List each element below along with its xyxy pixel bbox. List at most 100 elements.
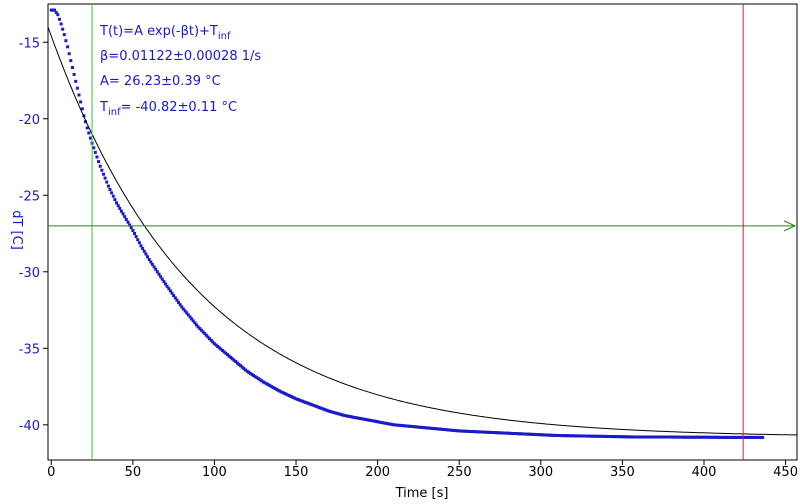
data-point: [387, 422, 391, 426]
data-point: [653, 435, 657, 439]
data-point: [263, 381, 267, 385]
data-point: [51, 8, 55, 12]
data-point: [727, 435, 730, 439]
data-point: [234, 360, 238, 364]
data-point: [333, 411, 337, 415]
data-point: [235, 361, 239, 365]
data-point: [720, 435, 724, 439]
data-point: [674, 435, 678, 439]
data-point: [451, 428, 455, 432]
data-point: [669, 435, 673, 439]
data-point: [681, 435, 685, 439]
data-point: [694, 435, 698, 439]
data-point: [239, 364, 243, 368]
data-point: [118, 206, 122, 210]
y-tick-label: -35: [19, 342, 40, 357]
data-point: [320, 407, 324, 411]
y-tick-label: -30: [19, 266, 40, 281]
data-point: [129, 226, 133, 230]
data-point: [119, 209, 123, 213]
data-point: [475, 430, 479, 434]
data-point: [665, 435, 668, 439]
data-point: [377, 420, 381, 424]
data-point: [209, 338, 213, 342]
data-point: [53, 8, 56, 12]
data-point: [270, 385, 274, 389]
data-point: [250, 373, 254, 376]
data-point: [100, 168, 104, 172]
data-point: [403, 424, 407, 428]
data-point: [521, 432, 525, 436]
data-point: [709, 435, 712, 439]
data-point: [576, 434, 580, 438]
x-tick-label: 200: [365, 465, 390, 480]
data-point: [144, 252, 148, 256]
fit-parameters-box: T(t)=A exp(-βt)+Tinf β=0.01122±0.00028 1…: [99, 24, 261, 118]
data-point: [682, 435, 686, 439]
data-point: [341, 413, 345, 417]
data-point: [106, 184, 110, 188]
data-point: [686, 435, 690, 439]
data-point: [366, 418, 370, 422]
plot-frame: [47, 3, 798, 461]
data-point: [673, 435, 677, 439]
data-point: [133, 232, 136, 235]
data-series-group: [49, 8, 765, 439]
data-point: [514, 432, 518, 436]
data-point: [500, 431, 504, 435]
data-point: [390, 423, 394, 426]
data-point: [465, 429, 469, 433]
data-point: [314, 404, 318, 408]
data-point: [436, 427, 440, 431]
data-point: [518, 432, 522, 436]
data-point: [353, 416, 357, 419]
data-point: [191, 319, 195, 323]
data-point: [496, 431, 500, 435]
data-point: [501, 431, 505, 435]
data-point: [306, 401, 309, 405]
data-point: [506, 431, 510, 435]
data-point: [666, 435, 670, 439]
data-point: [602, 434, 606, 438]
data-point: [744, 435, 748, 439]
data-point: [426, 426, 430, 430]
data-point: [224, 351, 228, 355]
data-point: [527, 432, 531, 436]
data-point: [524, 432, 528, 436]
data-point: [472, 430, 476, 434]
data-point: [345, 414, 349, 418]
x-tick-label: 0: [47, 465, 55, 480]
x-tick-label: 50: [125, 465, 142, 480]
data-point: [317, 405, 321, 409]
data-point: [609, 435, 613, 438]
data-point: [571, 434, 575, 438]
data-point: [539, 433, 543, 437]
data-point: [591, 434, 595, 438]
data-point: [116, 204, 120, 208]
data-point: [634, 435, 637, 439]
data-point: [581, 434, 585, 438]
fit-curve: [47, 26, 798, 436]
data-point: [418, 425, 422, 429]
data-point: [226, 353, 229, 357]
data-point: [511, 432, 515, 435]
data-point: [567, 434, 570, 438]
data-point: [93, 150, 97, 154]
data-point: [281, 391, 285, 395]
data-point: [102, 172, 105, 176]
data-point: [258, 378, 262, 382]
data-point: [288, 394, 291, 398]
data-point: [261, 380, 265, 384]
data-point: [315, 405, 319, 409]
data-point: [730, 435, 734, 439]
data-point: [374, 419, 378, 423]
data-point: [523, 432, 526, 436]
data-point: [322, 407, 326, 411]
data-point: [516, 432, 520, 436]
data-point: [428, 426, 432, 430]
y-tick-label: -25: [19, 189, 40, 204]
data-point: [712, 435, 716, 439]
data-point: [126, 220, 130, 224]
data-point: [526, 432, 530, 436]
data-point: [248, 371, 252, 375]
